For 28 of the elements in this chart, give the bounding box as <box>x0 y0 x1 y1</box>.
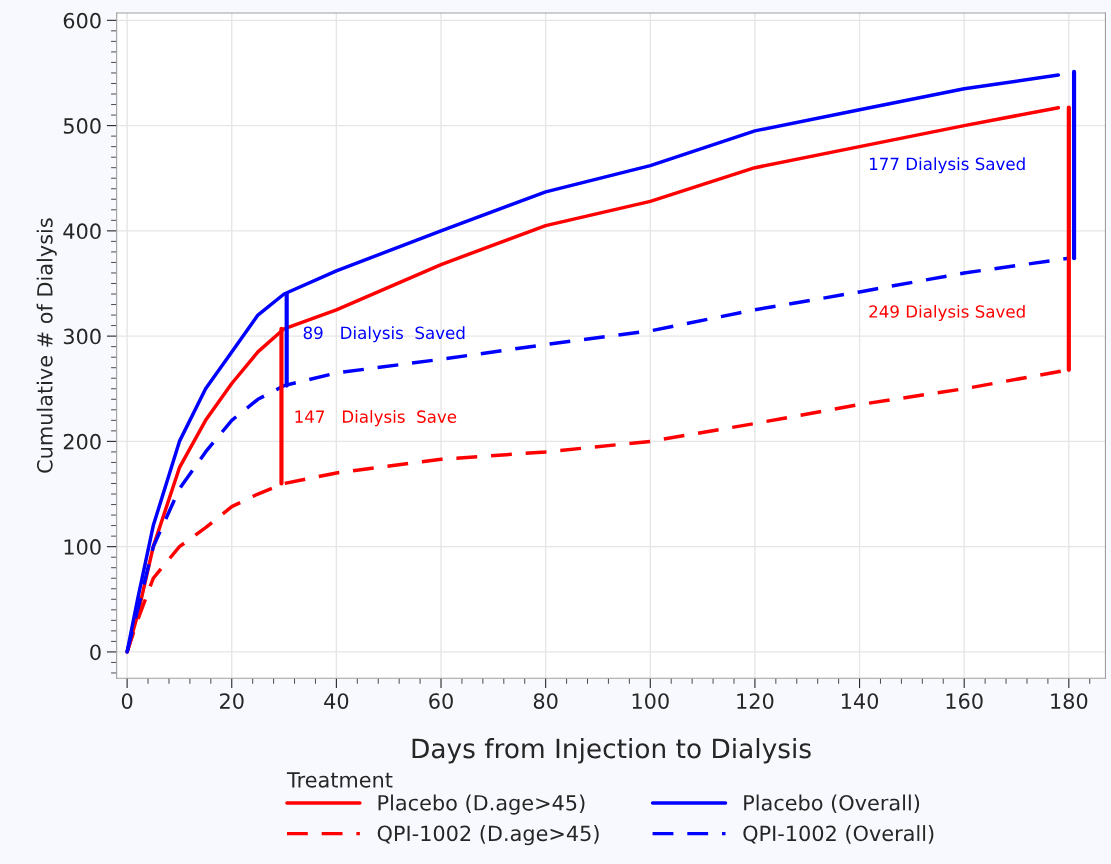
y-tick-label: 300 <box>63 328 101 345</box>
x-tick-label: 120 <box>737 693 774 709</box>
y-tick-label: 400 <box>63 223 101 240</box>
legend-label: QPI-1002 (Overall) <box>743 825 934 844</box>
annotation: 177 Dialysis Saved <box>869 157 1025 174</box>
annotation: 89 Dialysis Saved <box>303 326 465 343</box>
x-tick-label: 0 <box>121 693 133 709</box>
legend-title: Treatment <box>286 772 393 788</box>
legend-label: QPI-1002 (D.age>45) <box>377 825 599 846</box>
annotation: 249 Dialysis Saved <box>869 304 1025 322</box>
y-tick-label: 100 <box>64 539 101 555</box>
x-tick-label: 20 <box>220 693 244 709</box>
x-tick-label: 40 <box>324 693 349 709</box>
annotation: 147 Dialysis Save <box>295 410 457 427</box>
x-axis-title: Days from Injection to Dialysis <box>412 737 811 764</box>
x-tick-label: 180 <box>1051 693 1088 709</box>
y-tick-label: 500 <box>63 118 101 134</box>
legend-label: Placebo (Overall) <box>744 794 920 814</box>
y-tick-label: 200 <box>63 433 101 450</box>
x-tick-label: 160 <box>946 693 983 709</box>
y-axis-title: Cumulative # of Dialysis <box>36 218 57 473</box>
y-tick-label: 600 <box>63 12 101 29</box>
x-tick-label: 60 <box>429 693 453 709</box>
x-tick-label: 140 <box>841 693 879 709</box>
legend-label: Placebo (D.age>45) <box>378 794 585 815</box>
x-tick-label: 80 <box>533 693 558 709</box>
x-tick-label: 100 <box>632 693 669 709</box>
y-tick-label: 0 <box>90 644 101 661</box>
